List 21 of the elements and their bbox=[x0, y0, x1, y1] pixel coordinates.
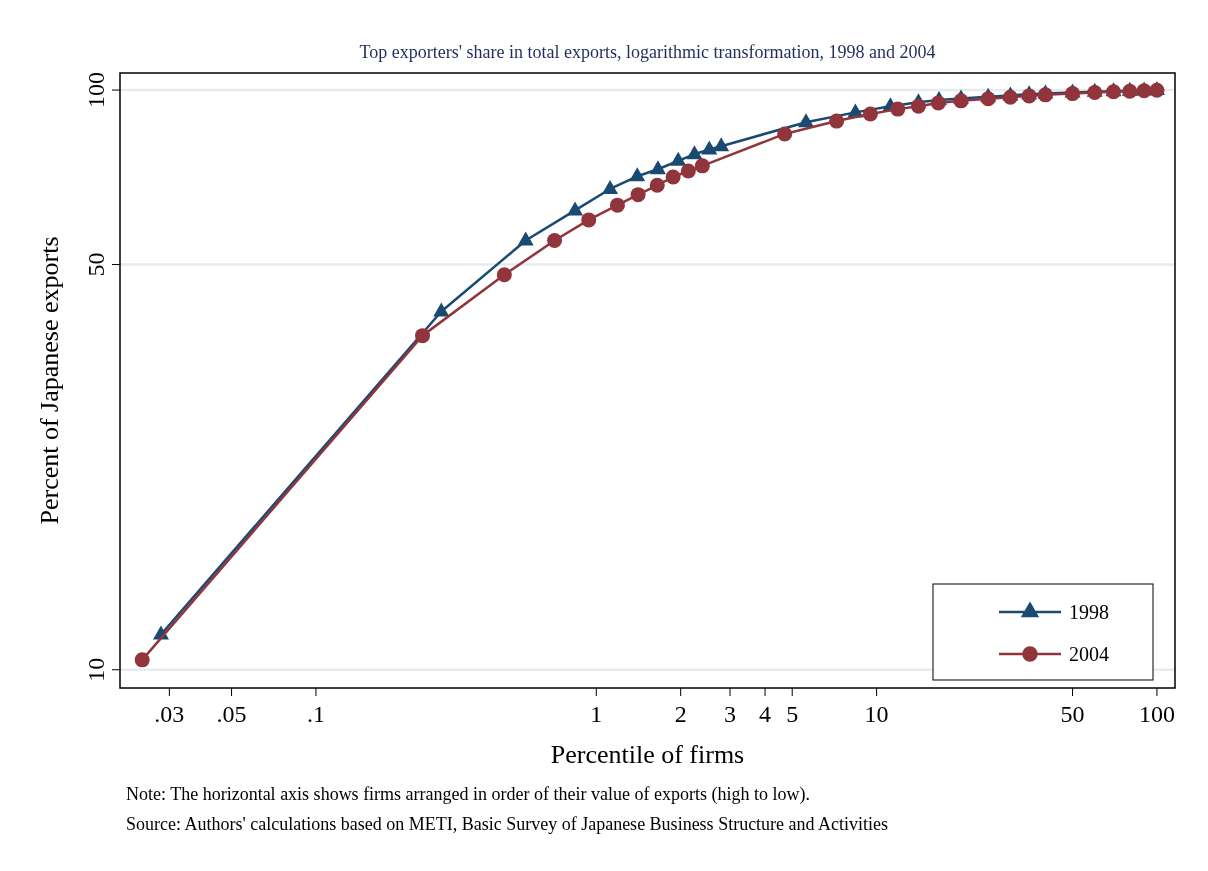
x-tick-label: 3 bbox=[724, 701, 737, 727]
x-tick-label: 1 bbox=[590, 701, 603, 727]
x-tick-label: 4 bbox=[759, 701, 772, 727]
x-tick-label: .03 bbox=[154, 701, 185, 727]
x-tick-label: 50 bbox=[1060, 701, 1085, 727]
x-tick-label: 5 bbox=[786, 701, 799, 727]
x-tick-label: .1 bbox=[306, 701, 325, 727]
y-axis-title: Percent of Japanese exports bbox=[35, 236, 64, 525]
x-axis-title: Percentile of firms bbox=[550, 740, 745, 769]
x-tick-label: 10 bbox=[864, 701, 889, 727]
chart-title: Top exporters' share in total exports, logarithmic transformation, 1998 and 2004 bbox=[359, 42, 936, 62]
x-tick-label: .05 bbox=[216, 701, 247, 727]
x-tick-label: 100 bbox=[1138, 701, 1175, 727]
y-tick-label: 10 bbox=[83, 657, 109, 682]
x-tick-label: 2 bbox=[674, 701, 687, 727]
legend-label: 2004 bbox=[1069, 643, 1109, 665]
y-tick-label: 50 bbox=[83, 252, 109, 277]
text: Note: The horizontal axis shows firms arranged in order of their value of exports (high to low). bbox=[126, 784, 810, 805]
legend-label: 1998 bbox=[1069, 601, 1109, 623]
y-tick-label: 100 bbox=[83, 72, 109, 109]
source-note: Source: Authors' calculations based on METI, Basic Survey of Japanese Business Structure and Activities bbox=[126, 814, 889, 834]
